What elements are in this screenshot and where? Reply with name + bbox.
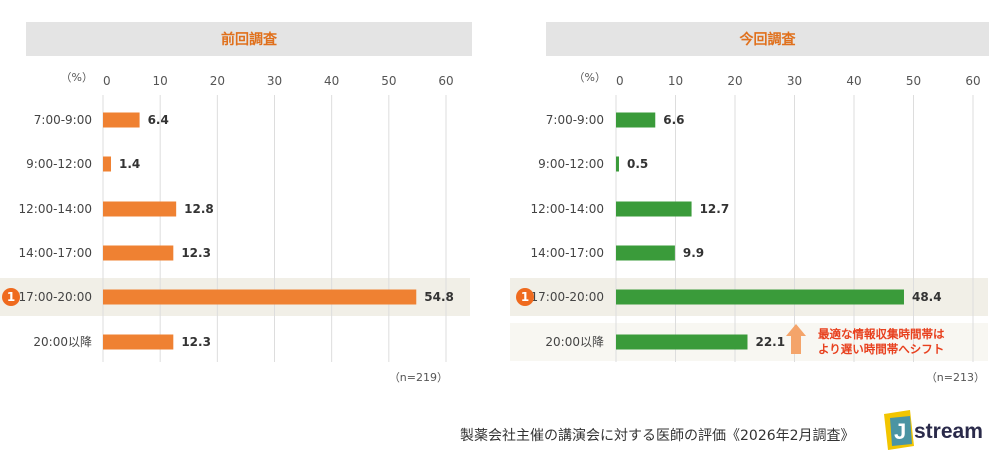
category-label: 17:00-20:00 [19, 290, 93, 304]
panel-previous-survey: 前回調査 0 10 20 30 40 50 60 （%） 7:00-9:00 6.4 9:00-12:… [0, 22, 472, 384]
tick-label: 50 [381, 74, 396, 88]
panel-current-survey: 今回調査 0 10 20 30 40 50 60 （%） 7:00-9:00 6.6 9:00-12:… [510, 22, 989, 384]
unit-label: （%） [574, 71, 606, 84]
data-label: 6.6 [663, 113, 684, 127]
bar [103, 245, 174, 261]
category-label: 20:00以降 [33, 335, 92, 349]
bar [103, 201, 177, 217]
category-label: 9:00-12:00 [26, 157, 92, 171]
annotation-line: より遅い時間帯へシフト [818, 342, 944, 356]
logo-letter: J [894, 419, 906, 444]
category-label: 14:00-17:00 [19, 246, 93, 260]
data-label: 12.8 [184, 202, 214, 216]
unit-label: （%） [61, 71, 93, 84]
panel-header [546, 22, 989, 56]
panel-header [26, 22, 472, 56]
tick-label: 10 [153, 74, 168, 88]
tick-label: 10 [668, 74, 683, 88]
category-label: 7:00-9:00 [34, 113, 92, 127]
annotation-line: 最適な情報収集時間帯は [818, 327, 945, 341]
category-label: 12:00-14:00 [531, 202, 605, 216]
data-label: 0.5 [627, 157, 648, 171]
rank-badge [2, 288, 20, 306]
data-label: 12.3 [181, 335, 211, 349]
rank-badge-number: 1 [521, 290, 529, 304]
tick-label: 50 [906, 74, 921, 88]
data-label: 6.4 [148, 113, 169, 127]
bar [616, 156, 619, 172]
annotation-band [510, 323, 988, 361]
logo-text: stream [914, 420, 983, 443]
footnote: 製薬会社主催の講演会に対する医師の評価《2026年2月調査》 [460, 428, 855, 444]
rank-badge [516, 288, 534, 306]
sample-size-note: （n=219） [389, 371, 448, 384]
tick-label: 20 [727, 74, 742, 88]
bar [103, 289, 417, 305]
category-label: 14:00-17:00 [531, 246, 605, 260]
data-label: 48.4 [912, 290, 942, 304]
data-label: 22.1 [755, 335, 785, 349]
jstream-logo: J stream [884, 410, 983, 450]
tick-label: 60 [438, 74, 453, 88]
tick-label: 30 [267, 74, 282, 88]
tick-label: 0 [103, 74, 111, 88]
data-label: 9.9 [683, 246, 704, 260]
bar [616, 245, 675, 261]
panel-title: 今回調査 [739, 31, 797, 48]
bar [103, 334, 174, 350]
data-label: 12.7 [700, 202, 730, 216]
category-label: 20:00以降 [545, 335, 604, 349]
data-label: 1.4 [119, 157, 140, 171]
tick-label: 30 [787, 74, 802, 88]
category-label: 12:00-14:00 [19, 202, 93, 216]
bar [616, 201, 692, 217]
bar [103, 156, 112, 172]
data-label: 54.8 [424, 290, 454, 304]
tick-label: 20 [210, 74, 225, 88]
bar [616, 289, 904, 305]
category-label: 17:00-20:00 [531, 290, 605, 304]
bar [103, 112, 140, 128]
tick-label: 40 [324, 74, 339, 88]
data-label: 12.3 [181, 246, 211, 260]
sample-size-note: （n=213） [926, 371, 985, 384]
panel-title: 前回調査 [221, 31, 278, 48]
bar [616, 112, 656, 128]
tick-label: 0 [616, 74, 624, 88]
category-label: 7:00-9:00 [546, 113, 604, 127]
rank-badge-number: 1 [7, 290, 15, 304]
tick-label: 40 [846, 74, 861, 88]
tick-label: 60 [965, 74, 980, 88]
up-arrow-icon [786, 324, 806, 354]
bar [616, 334, 748, 350]
category-label: 9:00-12:00 [538, 157, 604, 171]
